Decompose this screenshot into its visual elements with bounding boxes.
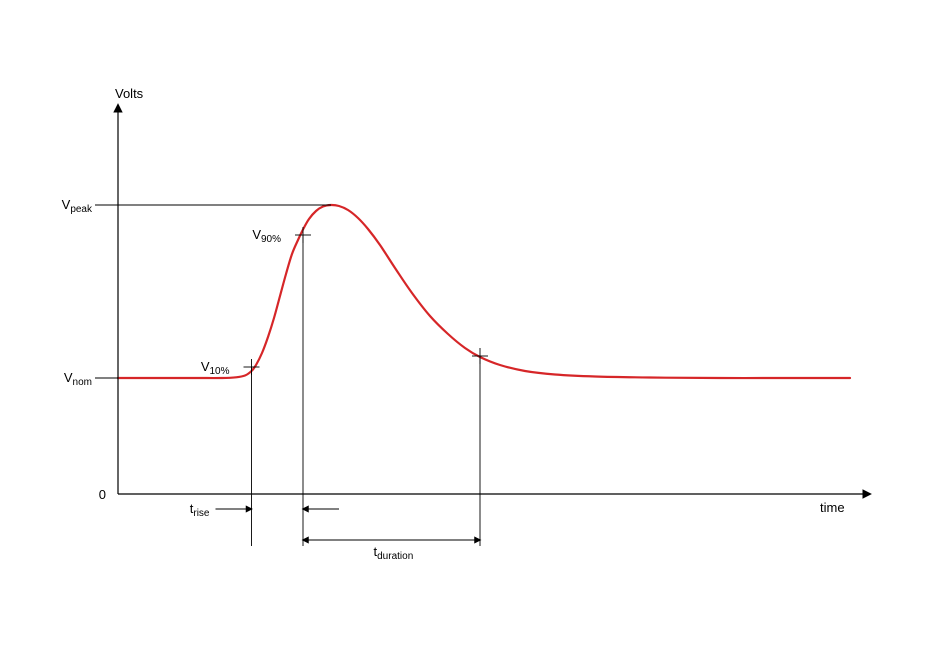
vnom-label: Vnom — [64, 370, 92, 388]
diagram-svg: Volts time 0 Vpeak Vnom V90% V10% trise tduratio… — [0, 0, 936, 661]
tduration-label: tduration — [374, 544, 414, 562]
surge-waveform-diagram: Volts time 0 Vpeak Vnom V90% V10% trise tduratio… — [0, 0, 936, 661]
y-axis-title: Volts — [115, 86, 144, 101]
trise-label: trise — [190, 501, 210, 519]
transient-curve — [118, 205, 850, 378]
v10-label: V10% — [201, 359, 230, 377]
x-axis-title: time — [820, 500, 845, 515]
v90-label: V90% — [252, 227, 281, 245]
vpeak-label: Vpeak — [62, 197, 93, 215]
zero-label: 0 — [99, 487, 106, 502]
